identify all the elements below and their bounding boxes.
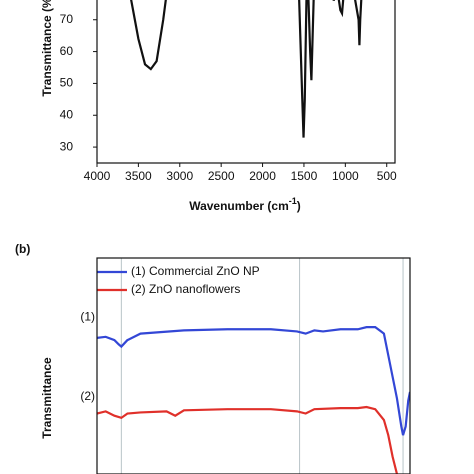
plot-frame — [96, 0, 396, 164]
x-tick-label: 1000 — [332, 169, 359, 183]
data-line — [130, 0, 363, 138]
y-tick-label: 30 — [60, 139, 74, 153]
x-tick-label: 1500 — [291, 169, 318, 183]
x-tick-label: 3000 — [166, 169, 193, 183]
x-tick-label: 2000 — [249, 169, 276, 183]
x-label-superscript: -1 — [289, 196, 297, 206]
panel-label: (b) — [15, 242, 30, 256]
x-tick-label: 4000 — [84, 169, 111, 183]
x-tick-label: 3500 — [125, 169, 152, 183]
data-line — [97, 405, 399, 474]
x-tick-label: 2500 — [208, 169, 235, 183]
x-label-text: ) — [297, 199, 301, 213]
y-axis-label: Transmittance (%) — [40, 0, 54, 97]
annotation: (1) — [80, 309, 95, 323]
y-tick-label: 70 — [60, 12, 74, 26]
x-label-text: Wavenumber (cm — [189, 199, 289, 213]
y-tick-label: 60 — [60, 44, 74, 58]
legend-label: (2) ZnO nanoflowers — [131, 282, 240, 296]
annotation: (2) — [80, 389, 95, 403]
legend-label: (1) Commercial ZnO NP — [131, 264, 260, 278]
y-tick-label: 40 — [60, 107, 74, 121]
x-tick-label: 500 — [377, 169, 397, 183]
data-line — [97, 326, 410, 436]
y-tick-label: 50 — [60, 76, 74, 90]
y-axis-label: Transmittance — [40, 357, 54, 439]
x-axis-label: Wavenumber (cm-1) — [189, 196, 301, 213]
plot-frame — [96, 257, 411, 474]
